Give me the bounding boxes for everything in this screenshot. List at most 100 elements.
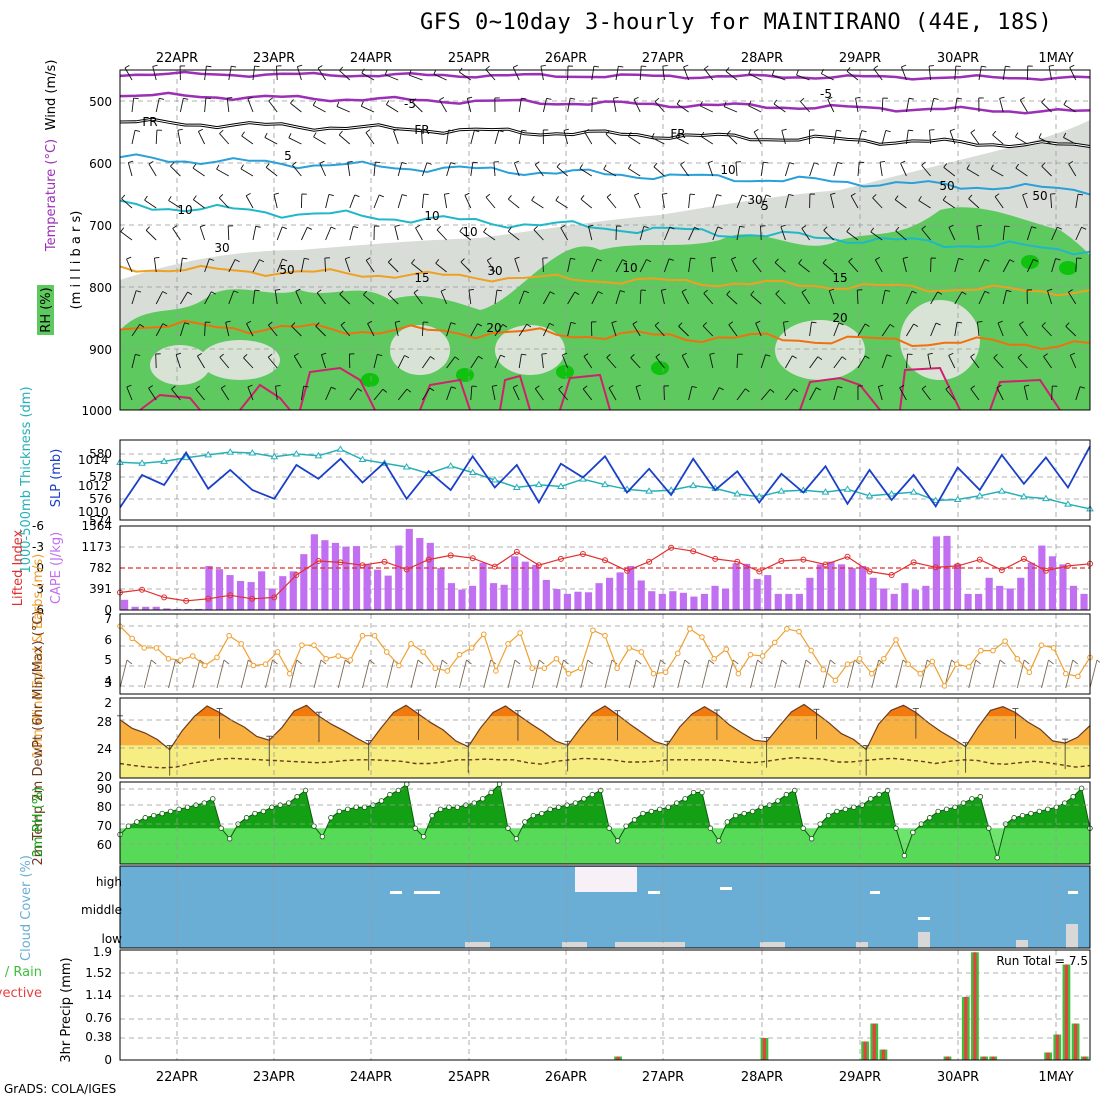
rh2m-point: [640, 810, 646, 817]
rh2m-frame: [119, 781, 1091, 865]
thickness-point: [204, 450, 213, 458]
cape-bar: [1080, 593, 1088, 610]
wind-barb-flag: [288, 133, 292, 139]
wind-barb: [252, 226, 257, 241]
wind-barb: [491, 386, 496, 401]
rh2m-tick-label: 60: [97, 838, 112, 852]
cape-bar: [521, 561, 529, 610]
wind10-point: [141, 645, 148, 651]
cape-bar: [205, 565, 213, 610]
cape-bar: [679, 592, 687, 610]
wind-barb-flag: [184, 322, 190, 325]
wind-barb-flag: [254, 289, 260, 292]
wind10-barb-flag: [150, 659, 157, 665]
contour-temp-10: [119, 199, 1091, 256]
wind-barb-flag: [273, 192, 279, 195]
wind-barb: [507, 230, 520, 241]
wind-barb-flag: [870, 227, 875, 233]
precip-convective-bar: [872, 1023, 876, 1060]
wind-barb: [796, 74, 810, 81]
wind-barb: [219, 133, 230, 145]
wind-barb-flag: [949, 128, 955, 132]
wind-barb-flag: [956, 321, 963, 324]
wind10-barb-flag: [805, 659, 812, 665]
wind-barb-flag: [464, 192, 470, 196]
wind10-point: [1050, 645, 1057, 651]
wind10-point: [262, 661, 269, 667]
wind-barb: [615, 290, 621, 305]
wind-barb-flag: [436, 226, 442, 231]
wind-barb-flag: [195, 385, 200, 390]
wind-barb: [580, 198, 593, 209]
rh2m-point: [260, 808, 267, 815]
thickness-point: [865, 491, 874, 499]
wind-barb-flag: [439, 97, 445, 101]
wind-barb: [561, 354, 569, 369]
wind-barb: [628, 136, 641, 145]
wind10-barb: [119, 659, 128, 689]
wind-barb: [846, 70, 859, 81]
wind-barb-flag: [246, 320, 252, 325]
wind-barb-flag: [365, 129, 371, 133]
cape-bar: [384, 575, 392, 610]
wind-barb-flag: [307, 226, 313, 230]
wind10-point: [796, 628, 802, 635]
wind-barb-flag: [468, 289, 474, 291]
wind-barb: [131, 290, 137, 305]
wind-barb-flag: [798, 259, 803, 264]
rh2m-point: [724, 819, 731, 825]
contour-label: 10: [622, 261, 637, 275]
wind10-barb-flag: [1048, 659, 1054, 665]
cape-bar: [500, 584, 508, 610]
wind-barb: [655, 356, 665, 369]
wind-barb: [155, 323, 164, 337]
wind-barb: [583, 356, 593, 369]
wind-barb-flag: [771, 70, 775, 76]
wind-barb-flag: [1014, 132, 1019, 138]
wind-barb: [821, 73, 835, 81]
wind-barb-flag: [363, 290, 368, 296]
precip-tick-label: 1.14: [85, 988, 112, 1002]
wind-barb: [681, 291, 689, 305]
wind-barb-flag: [837, 386, 843, 389]
wind-barb-flag: [148, 385, 153, 389]
cape-bar: [289, 571, 297, 610]
wind-barb: [1075, 194, 1079, 209]
cape-bar: [447, 583, 456, 610]
temp-area-high: [194, 704, 1021, 717]
wind-barb-flag: [913, 323, 919, 327]
wind-barb-flag: [387, 258, 393, 263]
wind-barb: [534, 164, 544, 177]
wind10-point: [602, 632, 608, 639]
wind-barb: [470, 355, 479, 369]
wind-barb-flag: [801, 289, 807, 293]
wind-barb: [712, 226, 719, 241]
wind-barb: [874, 259, 883, 273]
wind-barb-flag: [1055, 258, 1061, 261]
wind-barb: [702, 325, 714, 337]
wind-barb-flag: [956, 97, 962, 100]
wind10-point: [929, 658, 936, 665]
wind-barb-flag: [1047, 288, 1053, 292]
wind-barb: [168, 200, 181, 209]
wind10-barb: [919, 659, 928, 689]
wind-barb-flag: [793, 388, 799, 393]
thickness-tick-label: 580: [89, 447, 112, 461]
wind-barb: [321, 354, 327, 369]
rh2m-point: [623, 823, 629, 829]
wind-barb-flag: [846, 227, 851, 232]
wind-barb: [120, 231, 133, 241]
wind-barb: [363, 294, 375, 305]
wind-barb-flag: [192, 163, 197, 169]
wind-barb-flag: [216, 164, 220, 170]
contour-temp-25: [559, 373, 611, 411]
wind-barb: [409, 74, 423, 81]
li-point: [579, 551, 586, 557]
wind10-point: [493, 668, 499, 674]
wind-barb: [630, 357, 641, 369]
wind-barb: [773, 103, 786, 113]
wind-barb: [241, 135, 254, 145]
wind-barb-flag: [159, 97, 165, 100]
cape-bar: [964, 593, 972, 610]
wind10-barb: [459, 659, 467, 689]
